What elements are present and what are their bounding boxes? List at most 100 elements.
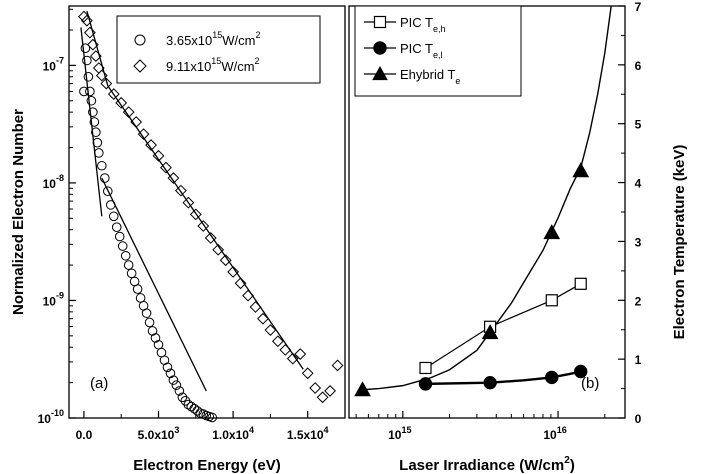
data-point: [130, 116, 143, 128]
y-tick-label: 6: [635, 59, 642, 73]
data-point: [227, 265, 240, 278]
data-point: [204, 232, 217, 244]
data-point: [574, 364, 588, 379]
data-point: [167, 172, 180, 184]
panel-label-a: (a): [90, 375, 108, 392]
data-point: [135, 293, 146, 303]
data-point: [165, 368, 176, 379]
data-point: [545, 294, 558, 307]
y-tick-label: 2: [635, 294, 642, 308]
data-point: [85, 86, 95, 97]
x-tick-label: 5.0x103: [138, 425, 180, 442]
panel-a: 10-10 10-9 10-8 10-7 0.0 5.0x103 1.0x104 1.5x10…: [10, 5, 346, 474]
data-point: [189, 208, 202, 221]
superscript: 3: [174, 425, 179, 435]
fit-line: [80, 27, 103, 217]
data-point: [100, 77, 113, 90]
superscript: 2: [564, 455, 570, 466]
data-point: [182, 196, 195, 209]
y-tick-label: 0: [635, 412, 642, 426]
data-point: [153, 339, 164, 350]
legend-marker: [373, 41, 387, 55]
data-point: [572, 162, 590, 178]
data-point: [117, 241, 128, 251]
data-point: [294, 348, 307, 360]
x-tick-label: 0.0: [76, 428, 93, 442]
data-point: [354, 381, 371, 397]
x-tick-label: 1016: [543, 425, 566, 442]
data-point: [279, 343, 292, 356]
data-point: [189, 403, 200, 414]
panel-b: 0 1 2 3 4 5 6 7 1015 1016 Laser Irradiance (W/cm2)…: [348, 0, 688, 474]
superscript: 15: [211, 56, 221, 66]
text-segment: ): [570, 457, 575, 474]
y-tick-label: 10-9: [43, 290, 64, 308]
data-point: [141, 308, 152, 318]
data-point: [100, 173, 110, 183]
data-point: [114, 231, 125, 242]
superscript: 2: [255, 56, 260, 66]
data-point: [83, 71, 94, 82]
data-point: [111, 222, 122, 233]
data-point: [331, 359, 344, 372]
superscript: 15: [401, 425, 411, 435]
data-point: [219, 254, 232, 267]
superscript: 4: [249, 425, 254, 435]
data-point: [174, 184, 187, 197]
legend-marker: [133, 59, 147, 73]
data-point: [286, 352, 299, 365]
data-point: [257, 312, 269, 325]
y-tick-label: 7: [635, 0, 642, 14]
data-point: [89, 50, 102, 62]
y-tick-label: 4: [635, 177, 642, 191]
data-point: [120, 250, 131, 261]
data-point: [545, 370, 559, 385]
data-point: [122, 106, 135, 119]
data-point: [174, 386, 185, 396]
data-point: [144, 317, 155, 328]
superscript: 4: [324, 425, 329, 435]
legend-marker: [134, 34, 146, 46]
legend: 3.65x1015W/cm2 9.11x1015W/cm2: [116, 15, 321, 84]
subscript: e,h: [433, 24, 446, 34]
data-point: [108, 211, 119, 222]
y-axis-title: Electron Temperature (keV): [671, 145, 688, 340]
data-point: [102, 186, 113, 197]
data-point: [115, 96, 128, 109]
data-point: [80, 43, 91, 53]
pic-el-curve: [425, 370, 581, 386]
data-point: [79, 86, 89, 97]
data-point: [171, 380, 182, 391]
x-axis-title: Electron Energy (eV): [133, 457, 281, 474]
data-point: [83, 26, 96, 39]
text-segment: W/cm: [222, 33, 255, 48]
data-point: [107, 88, 120, 100]
y-tick-label: 10-8: [43, 173, 64, 191]
data-point: [123, 260, 134, 270]
y-tick-label: 5: [635, 118, 642, 132]
data-point: [160, 161, 172, 174]
pic-eh-line: [425, 283, 582, 369]
data-point: [271, 335, 284, 348]
data-point: [301, 367, 314, 380]
data-point: [192, 406, 203, 416]
superscript: 16: [557, 425, 567, 435]
data-point: [88, 107, 98, 117]
y-tick-label: 1: [635, 353, 642, 367]
data-point: [92, 137, 103, 148]
data-point: [242, 289, 254, 302]
data-point: [234, 277, 247, 290]
data-point: [91, 127, 101, 138]
y-tick-label: 10-10: [38, 408, 64, 426]
data-point: [249, 301, 262, 313]
data-point: [86, 38, 99, 51]
panel-label-b: (b): [581, 375, 599, 392]
data-point: [89, 117, 100, 127]
legend-marker: [373, 15, 387, 29]
fit-line: [107, 85, 304, 370]
text-segment: W/cm: [221, 59, 254, 74]
superscript: -9: [56, 290, 64, 300]
data-point: [177, 392, 188, 403]
data-point: [126, 268, 137, 279]
